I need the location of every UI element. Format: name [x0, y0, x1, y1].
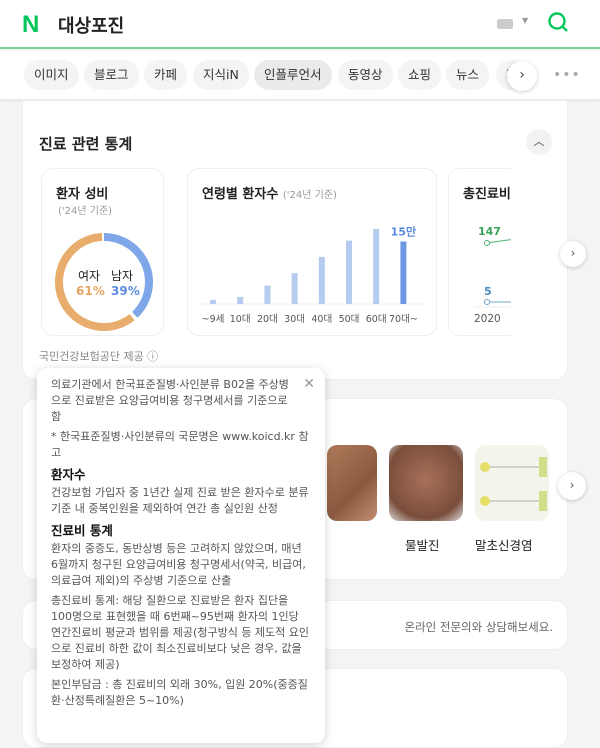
tab-blog[interactable]: 블로그 [84, 60, 139, 90]
disease-image[interactable] [327, 445, 377, 521]
consult-text[interactable]: 온라인 전문의와 상담해보세요. [404, 620, 553, 634]
male-value: 39% [111, 284, 140, 298]
info-icon[interactable]: ⓘ [147, 350, 159, 363]
tab-shopping[interactable]: 쇼핑 [398, 60, 442, 90]
source-wrap: 국민건강보험공단 제공 ⓘ [39, 348, 158, 364]
disease-image[interactable] [389, 445, 463, 521]
chevron-up-icon[interactable]: ︿ [526, 129, 552, 155]
age-title: 연령별 환자수 [202, 187, 279, 202]
search-icon[interactable] [547, 11, 569, 33]
chevron-right-icon[interactable]: › [558, 472, 586, 500]
gender-title: 환자 성비 [56, 187, 109, 202]
cost-line-chart [474, 238, 511, 308]
age-bar [400, 241, 407, 304]
popover-text: 환자의 중증도, 동반상병 등은 고려하지 않았으며, 매년 6월까지 청구된 … [51, 542, 306, 587]
search-header: N 대상포진 ▼ [0, 0, 600, 49]
tab-kin[interactable]: 지식iN [193, 60, 249, 90]
popover-text: * 한국표준질병·사인분류의 국문명은 www.koicd.kr 참고 [51, 430, 309, 459]
disease-label[interactable]: 말초신경염 [475, 538, 533, 553]
popover-text: 의료기관에서 한국표준질병·사인분류 B02을 주상병으로 진료받은 요양급여비… [51, 378, 289, 423]
keyboard-icon[interactable] [497, 19, 513, 29]
popover-heading: 진료비 통계 [51, 523, 113, 538]
year-label: 2020 [474, 313, 501, 325]
total-cost-line [486, 238, 511, 244]
caret-down-icon[interactable]: ▼ [522, 16, 529, 25]
total-cost-point [484, 240, 490, 246]
age-bar [237, 296, 244, 304]
source-text: 국민건강보험공단 제공 [39, 350, 144, 363]
tab-influencer[interactable]: 인플루언서 [254, 60, 332, 90]
copay-label: 5 [484, 285, 492, 298]
age-tick-label: 50대 [339, 314, 360, 325]
search-tabs: 이미지 블로그 카페 지식iN 인플루언서 동영상 쇼핑 뉴스 지 › ••• [0, 51, 600, 99]
age-bar-chart: ~9세 10대 20대 30대 40대 50대 60대 70대~ 15만 [202, 225, 424, 325]
chevron-right-icon[interactable]: › [507, 61, 537, 91]
copay-point [484, 299, 490, 305]
section-title: 진료 관련 통계 [39, 135, 133, 153]
naver-logo[interactable]: N [22, 11, 40, 38]
age-tick-label: 70대~ [389, 314, 418, 325]
female-arc [55, 233, 153, 331]
age-bar [318, 256, 325, 304]
male-label: 남자 [111, 269, 134, 283]
popover-text: 건강보험 가입자 중 1년간 실제 진료 받은 환자수로 분류기준 내 중복인원… [51, 486, 309, 515]
nerve-diagram [480, 457, 547, 511]
popover-text: 본인부담금 : 총 진료비의 외래 30%, 입원 20%(중증질환·산정특례질… [51, 678, 308, 707]
tab-image[interactable]: 이미지 [24, 60, 79, 90]
tab-video[interactable]: 동영상 [338, 60, 393, 90]
age-tick-label: 60대 [366, 314, 387, 325]
age-bar [373, 229, 380, 304]
age-sub: ('24년 기준) [282, 190, 337, 201]
age-bar [346, 240, 352, 304]
disease-label[interactable]: 물발진 [405, 538, 440, 553]
age-card: 연령별 환자수 ('24년 기준) ~9세 10대 20대 30대 40대 50대 60대 7… [187, 168, 437, 336]
age-bar [264, 285, 271, 304]
popover-heading: 환자수 [51, 467, 86, 482]
disease-image[interactable] [475, 445, 549, 521]
gender-sub: ('24년 기준) [58, 206, 113, 217]
stats-carousel: 환자 성비 ('24년 기준) 여자 남자 61% 39% 연령별 환자수 ('… [39, 168, 511, 338]
total-cost-label: 147 [478, 225, 501, 238]
chevron-right-icon[interactable]: › [560, 241, 586, 267]
info-popover: ✕ 의료기관에서 한국표준질병·사인분류 B02을 주상병으로 진료받은 요양급… [37, 368, 325, 743]
gender-donut [55, 233, 153, 331]
age-tick-label: 10대 [230, 314, 251, 325]
stats-card: 진료 관련 통계 ︿ 환자 성비 ('24년 기준) 여자 남자 61% 39%… [22, 100, 586, 380]
cost-title-wrap: 총진료비 평균 ( [463, 183, 511, 202]
age-tick-label: 40대 [311, 314, 332, 325]
age-data-label: 15만 [391, 225, 416, 239]
tab-cafe[interactable]: 카페 [144, 60, 188, 90]
age-bar [210, 299, 216, 304]
female-value: 61% [76, 284, 105, 298]
tab-news[interactable]: 뉴스 [446, 60, 490, 90]
more-icon[interactable]: ••• [553, 67, 581, 83]
gender-card: 환자 성비 ('24년 기준) 여자 남자 61% 39% [41, 168, 164, 336]
female-label: 여자 [78, 269, 101, 283]
popover-text: 총진료비 통계: 해당 질환으로 진료받은 환자 집단을 100명으로 표현했을… [51, 594, 310, 671]
age-title-wrap: 연령별 환자수 ('24년 기준) [202, 183, 337, 202]
male-arc [55, 233, 153, 331]
cost-card: 총진료비 평균 ( 147 157 5 5 2020 2021 [448, 168, 511, 336]
age-tick-label: 20대 [257, 314, 278, 325]
close-icon[interactable]: ✕ [303, 376, 315, 392]
age-tick-label: 30대 [284, 314, 305, 325]
age-tick-label: ~9세 [202, 314, 225, 325]
age-bar [291, 273, 298, 304]
search-query[interactable]: 대상포진 [58, 16, 125, 37]
cost-title: 총진료비 평균 [463, 187, 511, 202]
